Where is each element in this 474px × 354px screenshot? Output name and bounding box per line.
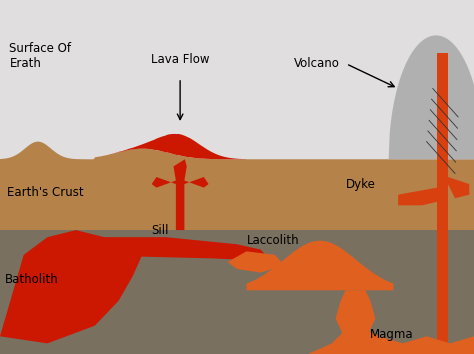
Polygon shape xyxy=(0,230,142,343)
Polygon shape xyxy=(398,188,437,205)
Polygon shape xyxy=(448,177,469,198)
Text: Lava Flow: Lava Flow xyxy=(151,53,210,66)
Polygon shape xyxy=(109,134,246,159)
Text: Dyke: Dyke xyxy=(346,178,376,190)
Polygon shape xyxy=(370,35,474,159)
Polygon shape xyxy=(0,230,474,354)
Text: Volcano: Volcano xyxy=(294,57,340,70)
Polygon shape xyxy=(336,290,375,354)
Text: Earth's Crust: Earth's Crust xyxy=(7,187,84,199)
Polygon shape xyxy=(308,329,474,354)
Text: Sill: Sill xyxy=(152,224,169,236)
Polygon shape xyxy=(437,53,448,354)
Polygon shape xyxy=(0,142,474,230)
Polygon shape xyxy=(246,241,393,290)
Polygon shape xyxy=(228,251,284,273)
Text: Surface Of
Erath: Surface Of Erath xyxy=(9,42,72,70)
Polygon shape xyxy=(0,0,474,159)
Polygon shape xyxy=(152,159,209,230)
Text: Batholith: Batholith xyxy=(5,273,58,286)
Polygon shape xyxy=(85,237,265,260)
Text: Laccolith: Laccolith xyxy=(246,234,299,247)
Text: Magma: Magma xyxy=(370,328,413,341)
